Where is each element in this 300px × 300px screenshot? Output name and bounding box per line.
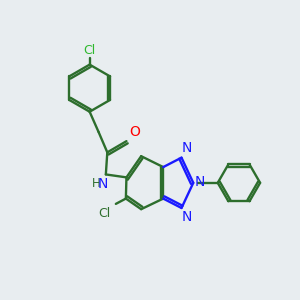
Text: Cl: Cl [98, 207, 110, 220]
Text: N: N [98, 177, 108, 191]
Text: O: O [129, 125, 140, 139]
Text: N: N [182, 141, 193, 155]
Text: N: N [182, 210, 193, 224]
Text: Cl: Cl [83, 44, 96, 57]
Text: N: N [195, 175, 206, 189]
Text: H: H [92, 177, 101, 190]
